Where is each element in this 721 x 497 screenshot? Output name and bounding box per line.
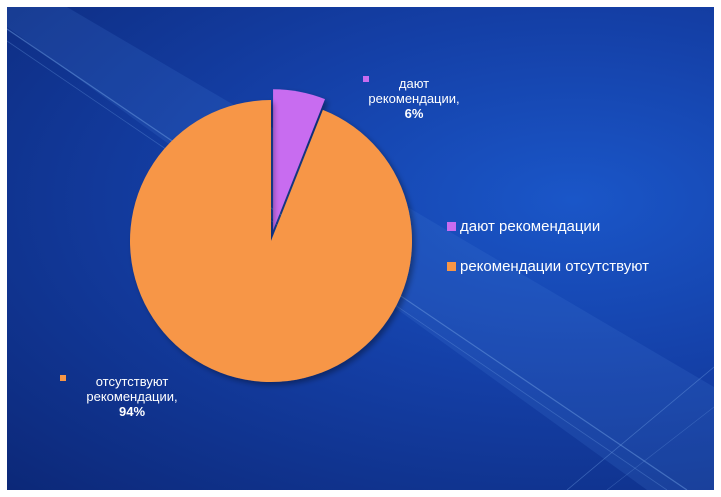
legend-item-1: рекомендации отсутствуют [447,258,649,275]
legend-label-0: дают рекомендации [460,218,601,235]
data-label-0-name: дают рекомендации, [368,76,460,106]
data-label-marker-1 [60,375,66,381]
data-label-1-name: отсутствуют рекомендации, [86,374,178,404]
legend-item-0: дают рекомендации [447,218,600,235]
data-label-0-value: 6% [404,106,424,121]
data-label-1-value: 94% [118,404,146,419]
data-label-1: отсутствуют рекомендации, 94% [67,374,197,419]
pie-slice-1 [130,100,412,382]
slide-background: дают рекомендации, 6% отсутствуют рекоме… [7,7,714,490]
data-label-0: дают рекомендации, 6% [359,76,469,121]
pie-slice-0 [273,89,325,231]
pie-chart [130,89,412,382]
legend-label-1: рекомендации отсутствуют [460,258,650,275]
data-label-marker-0 [363,76,369,82]
legend-swatch-1 [447,262,456,271]
legend-swatch-0 [447,222,456,231]
